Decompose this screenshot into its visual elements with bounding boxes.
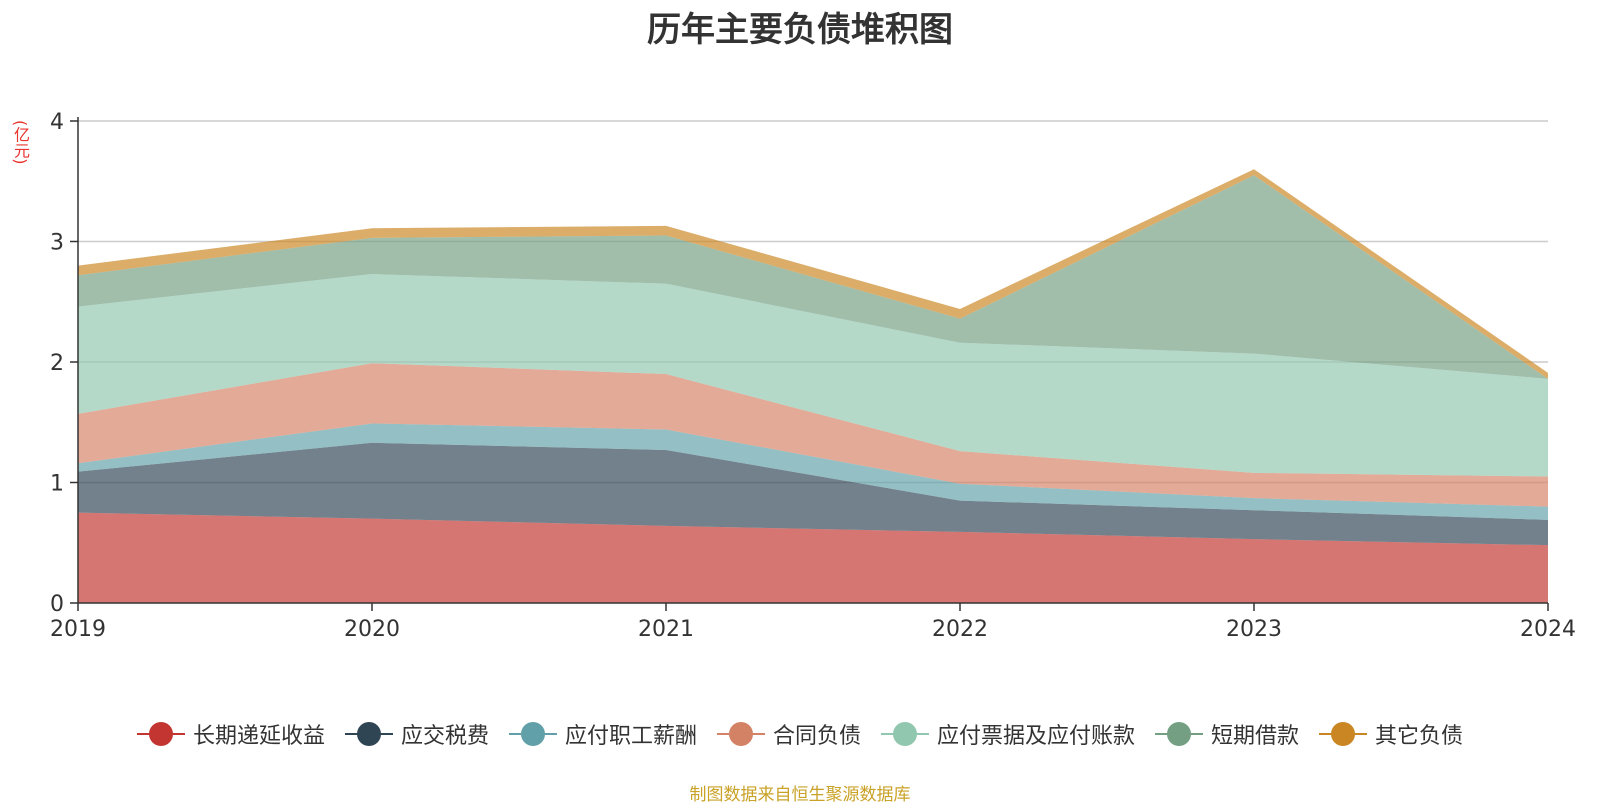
legend-label: 长期递延收益: [192, 724, 325, 749]
legend-marker: [881, 722, 929, 746]
legend-item-2[interactable]: 应付职工薪酬: [508, 718, 697, 750]
legend: 长期递延收益 应交税费 应付职工薪酬 合同负债 应付票据及应付账款 短期借款 其它负债: [0, 718, 1600, 750]
area-series-4: [78, 274, 1548, 477]
legend-label: 应付职工薪酬: [564, 724, 697, 749]
legend-marker: [1319, 722, 1368, 746]
legend-marker: [344, 722, 393, 746]
area-series-3: [78, 363, 1548, 507]
legend-item-5[interactable]: 短期借款: [1155, 718, 1299, 750]
area-series-6: [78, 169, 1548, 379]
y-tick-label: 3: [50, 231, 64, 256]
area-series-0: [78, 512, 1548, 603]
legend-item-1[interactable]: 应交税费: [344, 718, 489, 750]
x-tick-label: 2019: [50, 617, 106, 642]
area-series-5: [78, 175, 1548, 379]
legend-marker: [508, 722, 557, 746]
x-tick-label: 2020: [344, 617, 400, 642]
chart-title: 历年主要负债堆积图: [647, 10, 953, 50]
source-note: 制图数据来自恒生聚源数据库: [689, 785, 911, 805]
legend-label: 应交税费: [400, 724, 489, 749]
x-tick-label: 2021: [638, 617, 694, 642]
y-axis-unit-label: (亿元): [11, 120, 30, 165]
area-series-1: [78, 442, 1548, 546]
area-series-2: [78, 423, 1548, 520]
x-tick-label: 2024: [1520, 617, 1576, 642]
legend-marker: [716, 722, 765, 746]
y-tick-label: 1: [50, 472, 64, 497]
legend-item-0[interactable]: 长期递延收益: [136, 718, 325, 750]
x-tick-label: 2023: [1226, 617, 1282, 642]
legend-marker: [1155, 722, 1204, 746]
stacked-area-chart: 0 1 2 3 4 2019 2020 2021 2022 2023 2024: [50, 110, 1576, 642]
legend-marker: [136, 722, 185, 746]
area-series: [78, 169, 1548, 603]
legend-item-4[interactable]: 应付票据及应付账款: [881, 718, 1135, 750]
x-tick-label: 2022: [932, 617, 988, 642]
legend-item-6[interactable]: 其它负债: [1319, 718, 1463, 750]
legend-item-3[interactable]: 合同负债: [716, 718, 861, 750]
legend-label: 应付票据及应付账款: [937, 724, 1136, 749]
legend-label: 短期借款: [1211, 724, 1300, 749]
axes: 0 1 2 3 4 2019 2020 2021 2022 2023 2024: [50, 110, 1576, 642]
y-tick-label: 2: [50, 351, 64, 376]
y-tick-label: 4: [50, 110, 64, 135]
legend-label: 其它负债: [1375, 724, 1464, 749]
y-tick-label: 0: [50, 592, 64, 617]
legend-label: 合同负债: [772, 724, 861, 749]
